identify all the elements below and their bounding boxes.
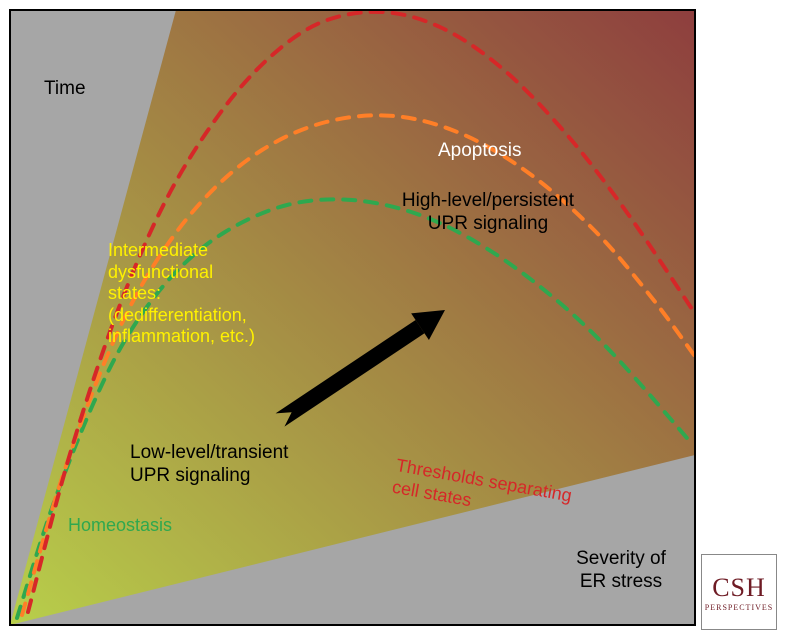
csh-perspectives-logo: CSH PERSPECTIVES [701,554,777,630]
label-high-upr: High-level/persistent UPR signaling [378,190,598,236]
logo-text-bottom: PERSPECTIVES [705,603,773,612]
label-homeostasis: Homeostasis [68,515,172,537]
logo-text-top: CSH [712,573,766,603]
label-low-upr: Low-level/transient UPR signaling [130,442,288,488]
figure-stage: { "canvas": { "width": 789, "height": 63… [0,0,789,638]
label-apoptosis: Apoptosis [438,140,521,163]
axis-label-severity: Severity of ER stress [556,548,686,594]
axis-label-time: Time [44,78,86,101]
label-intermediate-states: Intermediate dysfunctional states: (dedi… [108,240,255,348]
